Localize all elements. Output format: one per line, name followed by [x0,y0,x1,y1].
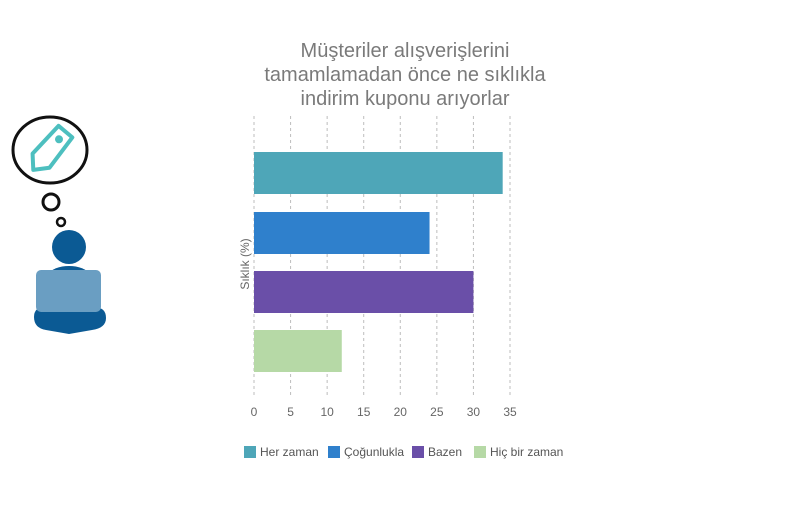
legend-swatch [474,446,486,458]
bar [254,330,342,372]
laptop-icon [36,270,101,312]
legend-swatch [328,446,340,458]
bars [254,152,503,372]
bar [254,152,503,194]
x-tick-label: 10 [320,405,334,419]
legend-label: Hiç bir zaman [490,445,563,459]
legend-label: Bazen [428,445,462,459]
x-tick-label: 25 [430,405,444,419]
x-tick-label: 20 [394,405,408,419]
legend-label: Her zaman [260,445,319,459]
person-head [52,230,86,264]
x-tick-label: 5 [287,405,294,419]
bar [254,212,430,254]
chart-title-line: tamamlamadan önce ne sıklıkla [264,64,546,86]
legend-label: Çoğunlukla [344,445,404,459]
x-tick-label: 35 [503,405,517,419]
legend-item: Her zaman [244,445,319,459]
y-axis-label: Sıklık (%) [238,238,252,289]
legend-swatch [244,446,256,458]
tag-icon [30,123,75,172]
legend-swatch [412,446,424,458]
thought-bubble-dot-small [55,216,67,228]
x-tick-label: 0 [251,405,258,419]
thought-bubble [11,115,89,185]
x-tick-label: 30 [467,405,481,419]
legend: Her zaman Çoğunlukla Bazen Hiç bir zaman [244,445,563,459]
person-legs [34,307,106,334]
chart-title-line: Müşteriler alışverişlerini [301,40,510,62]
legend-item: Çoğunlukla [328,445,404,459]
bar [254,271,474,313]
legend-item: Hiç bir zaman [474,445,563,459]
person-illustration [11,115,106,334]
x-tick-label: 15 [357,405,371,419]
chart-title-line: indirim kuponu arıyorlar [301,88,510,110]
legend-item: Bazen [412,445,462,459]
x-axis-ticks: 0 5 10 15 20 25 30 35 [251,405,517,419]
thought-bubble-dot-large [41,192,61,212]
